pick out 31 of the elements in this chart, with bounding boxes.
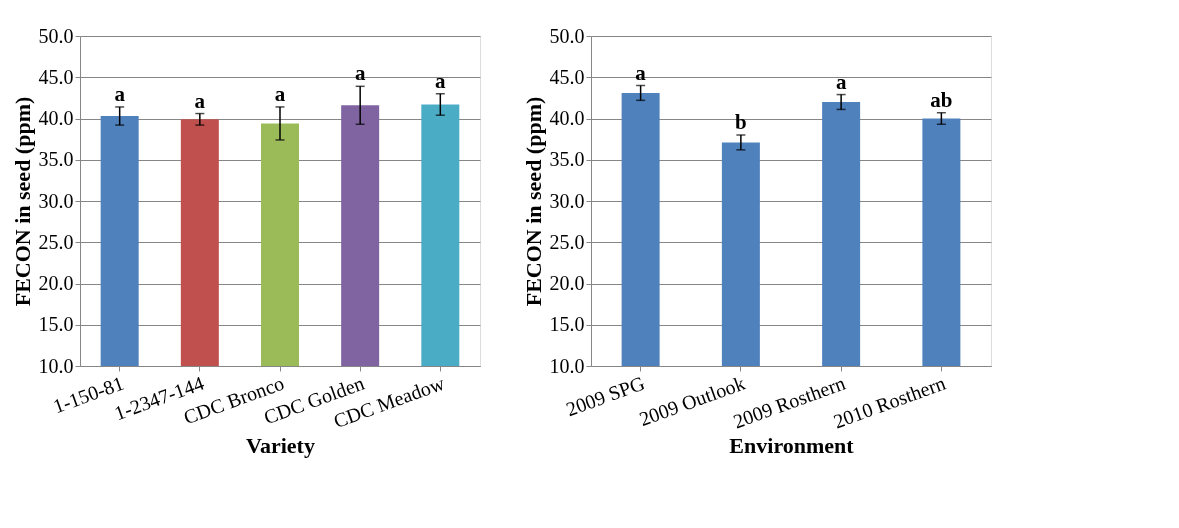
y-tick-label: 35.0 (549, 148, 585, 171)
y-tick-label: 35.0 (38, 148, 74, 171)
annotation: a (835, 69, 847, 94)
y-tick-label: 15.0 (549, 313, 585, 336)
y-tick-label: 25.0 (549, 230, 585, 253)
y-tick-label: 20.0 (38, 272, 74, 294)
y-tick-label: 10.0 (38, 354, 74, 377)
annotation: a (114, 82, 126, 107)
annotation: a (194, 88, 206, 113)
y-tick-label: 30.0 (38, 189, 74, 212)
annotation: a (354, 61, 366, 86)
annotation: a (435, 68, 447, 93)
x-axis-title: Variety (246, 433, 315, 458)
y-tick-label: 50.0 (38, 24, 74, 47)
y-tick-label: 30.0 (549, 189, 585, 212)
y-tick-label: 20.0 (549, 272, 585, 294)
y-tick-label: 45.0 (549, 65, 585, 88)
annotation: a (274, 82, 286, 107)
y-tick-label: 25.0 (38, 230, 74, 253)
y-axis-title: FECON in seed (ppm) (520, 96, 546, 307)
y-axis-title: FECON in seed (ppm) (9, 96, 35, 307)
y-tick-label: 15.0 (38, 313, 74, 336)
annotation: b (735, 110, 747, 134)
y-tick-label: 40.0 (38, 107, 74, 129)
x-axis-title: Environment (729, 433, 855, 459)
y-tick-label: 45.0 (38, 65, 74, 88)
y-tick-label: 40.0 (549, 107, 585, 129)
y-tick-label: 10.0 (549, 354, 585, 377)
annotation: ab (930, 87, 953, 112)
y-tick-label: 50.0 (549, 24, 585, 47)
annotation: a (635, 60, 647, 85)
